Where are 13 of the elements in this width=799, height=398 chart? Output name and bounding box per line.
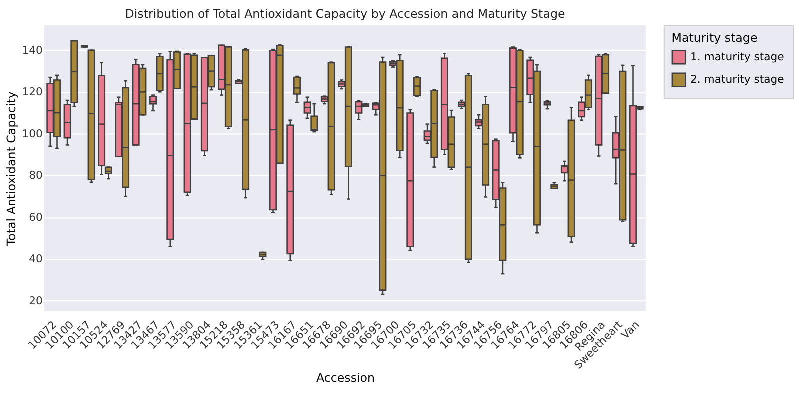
legend-label: 1. maturity stage bbox=[690, 50, 785, 64]
y-tick-label: 120 bbox=[22, 86, 44, 99]
y-tick-label: 60 bbox=[29, 210, 43, 224]
y-tick-label: 40 bbox=[29, 252, 43, 266]
y-tick-label: 80 bbox=[29, 169, 43, 182]
y-tick-label: 20 bbox=[29, 294, 43, 308]
x-axis-title: Accession bbox=[316, 370, 375, 385]
legend-title: Maturity stage bbox=[672, 31, 758, 46]
y-tick-label: 140 bbox=[22, 44, 44, 57]
y-axis-title: Total Antioxidant Capacity bbox=[4, 92, 18, 248]
chart-title: Distribution of Total Antioxidant Capacity by Accession and Maturity Stage bbox=[125, 6, 566, 21]
y-tick-label: 100 bbox=[22, 127, 44, 140]
legend-label: 2. maturity stage bbox=[690, 73, 785, 86]
